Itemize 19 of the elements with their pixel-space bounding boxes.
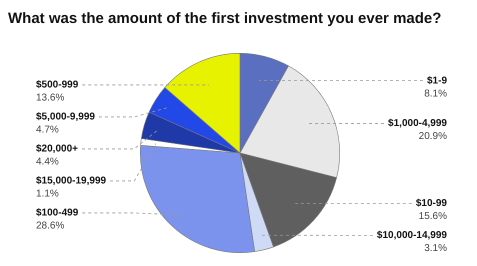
slice-label: $100-499 (36, 208, 79, 219)
data-label: 28.6% (36, 220, 64, 232)
data-label: 20.9% (418, 131, 448, 142)
slice-label: $10,000-14,999 (376, 230, 448, 242)
slice-label: $15,000-19,999 (36, 176, 106, 187)
chart-title: What was the amount of the first investment you ever made? (8, 10, 442, 27)
slice-label: $5,000-9,999 (36, 112, 96, 123)
data-label: 1.1% (36, 188, 59, 200)
data-label: 3.1% (424, 243, 448, 254)
slice-label: $1-9 (426, 75, 448, 86)
slice-label: $10-99 (416, 198, 448, 210)
data-label: 13.6% (36, 92, 64, 104)
slice-label: $500-999 (36, 80, 79, 91)
slice-label: $20,000+ (36, 144, 78, 155)
data-label: 4.7% (36, 124, 59, 136)
slice-label: $1,000-4,999 (388, 118, 448, 130)
data-label: 4.4% (36, 156, 59, 168)
data-label: 15.6% (418, 211, 448, 222)
data-label: 8.1% (424, 88, 448, 100)
